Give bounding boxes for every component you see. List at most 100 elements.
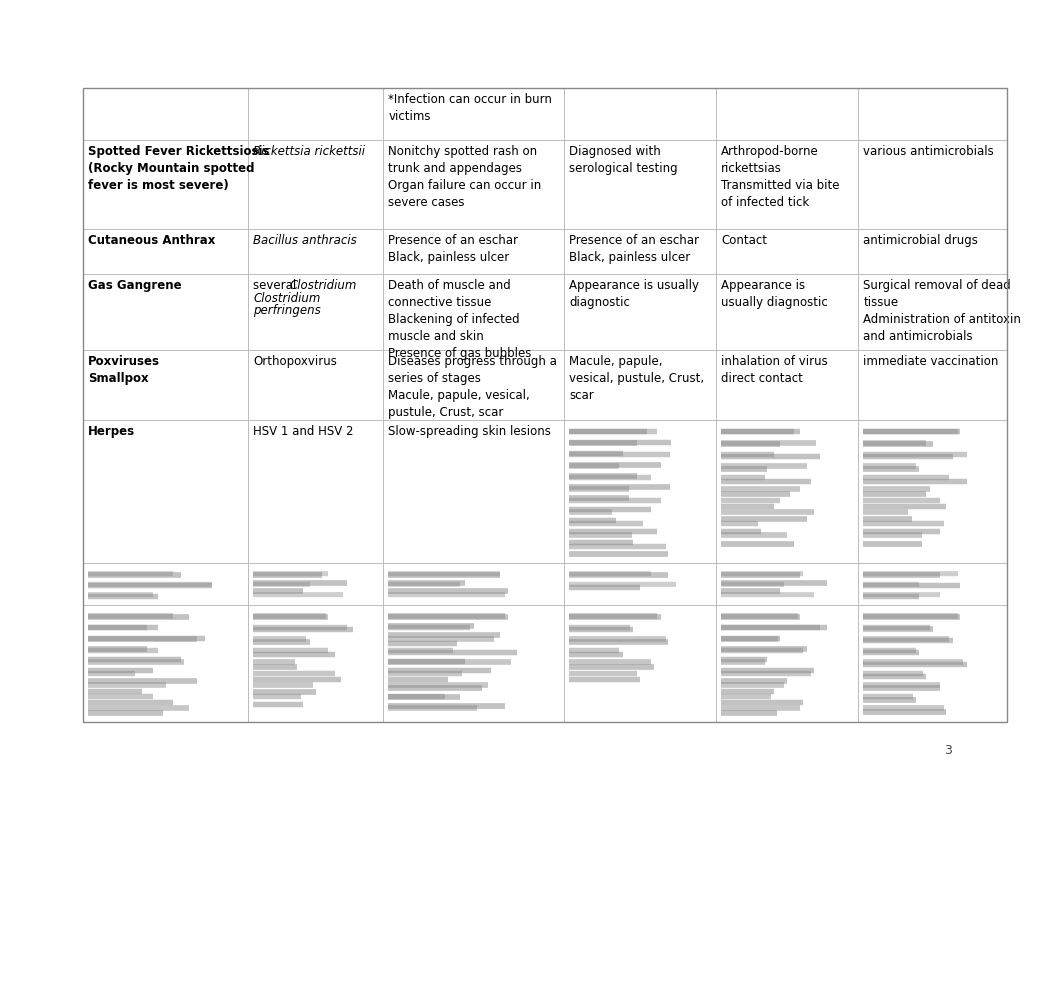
Bar — [716, 229, 858, 274]
Bar — [721, 637, 777, 643]
Bar — [254, 665, 297, 671]
Bar — [721, 466, 767, 472]
Bar — [88, 711, 162, 717]
Bar — [863, 542, 922, 547]
Text: Surgical removal of dead
tissue
Administration of antitoxin
and antimicrobials: Surgical removal of dead tissue Administ… — [863, 279, 1021, 343]
Bar — [863, 505, 946, 510]
Bar — [863, 486, 930, 492]
Bar — [863, 516, 912, 522]
Bar — [721, 593, 813, 598]
Text: Presence of an eschar
Black, painless ulcer: Presence of an eschar Black, painless ul… — [569, 234, 700, 264]
Bar — [383, 350, 564, 419]
Bar — [721, 451, 774, 456]
Bar — [721, 581, 827, 587]
Bar — [254, 671, 335, 677]
Bar — [863, 428, 958, 434]
Bar — [863, 584, 960, 589]
Bar — [569, 572, 651, 577]
Bar — [721, 637, 777, 642]
Bar — [389, 683, 487, 688]
Bar — [88, 683, 166, 688]
Bar — [569, 429, 657, 434]
Bar — [254, 689, 315, 695]
Bar — [569, 518, 616, 523]
Bar — [863, 440, 932, 446]
Bar — [569, 614, 657, 619]
Bar — [389, 573, 499, 579]
Bar — [88, 635, 205, 641]
Bar — [721, 614, 798, 619]
Bar — [249, 274, 383, 350]
Bar — [721, 700, 803, 706]
Bar — [863, 674, 926, 679]
Bar — [863, 626, 932, 632]
Bar — [863, 485, 930, 491]
Bar — [863, 453, 954, 459]
Bar — [863, 497, 940, 504]
Bar — [569, 652, 623, 657]
Bar — [88, 678, 196, 684]
Bar — [564, 350, 716, 419]
Bar — [569, 509, 612, 515]
Bar — [88, 637, 196, 642]
Bar — [254, 614, 326, 619]
Bar — [721, 510, 813, 516]
Bar — [389, 626, 470, 631]
Bar — [564, 140, 716, 229]
Bar — [863, 428, 958, 433]
Bar — [721, 529, 760, 534]
Bar — [88, 625, 158, 631]
Bar — [88, 694, 153, 700]
Text: Bacillus anthracis: Bacillus anthracis — [254, 234, 357, 247]
Bar — [389, 615, 508, 621]
Bar — [88, 614, 173, 619]
Bar — [863, 650, 919, 655]
Bar — [721, 573, 801, 579]
Bar — [569, 573, 668, 578]
Bar — [254, 589, 304, 595]
Bar — [254, 653, 335, 658]
Bar — [254, 690, 315, 696]
Bar — [721, 428, 801, 434]
Bar — [863, 582, 919, 587]
Bar — [721, 521, 758, 527]
Bar — [389, 648, 453, 653]
Bar — [569, 439, 671, 445]
Bar — [389, 572, 499, 578]
Bar — [254, 614, 328, 620]
Bar — [721, 589, 781, 594]
Bar — [721, 517, 807, 522]
Bar — [721, 530, 760, 535]
Bar — [863, 662, 967, 667]
Text: Presence of an eschar
Black, painless ulcer: Presence of an eschar Black, painless ul… — [389, 234, 518, 264]
Bar — [863, 593, 919, 599]
Bar — [88, 593, 153, 598]
Bar — [569, 571, 651, 576]
Bar — [863, 614, 960, 620]
Bar — [389, 650, 516, 656]
Bar — [569, 540, 633, 545]
Bar — [863, 637, 949, 642]
Bar — [721, 429, 801, 434]
Bar — [254, 572, 328, 577]
Bar — [389, 593, 504, 598]
Bar — [254, 582, 310, 587]
Bar — [863, 441, 932, 447]
Bar — [721, 440, 817, 446]
Bar — [569, 510, 612, 515]
Bar — [863, 517, 912, 523]
Text: several: several — [254, 279, 301, 292]
Bar — [863, 594, 919, 599]
Bar — [88, 615, 189, 620]
Bar — [88, 657, 182, 662]
Bar — [721, 699, 803, 705]
Bar — [389, 582, 460, 587]
Bar — [569, 677, 640, 682]
Bar — [721, 478, 811, 483]
Bar — [569, 551, 668, 557]
Bar — [716, 564, 858, 606]
Text: Diagnosed with
serological testing: Diagnosed with serological testing — [569, 145, 678, 175]
Bar — [721, 648, 803, 653]
Bar — [389, 641, 457, 646]
Bar — [863, 451, 967, 457]
